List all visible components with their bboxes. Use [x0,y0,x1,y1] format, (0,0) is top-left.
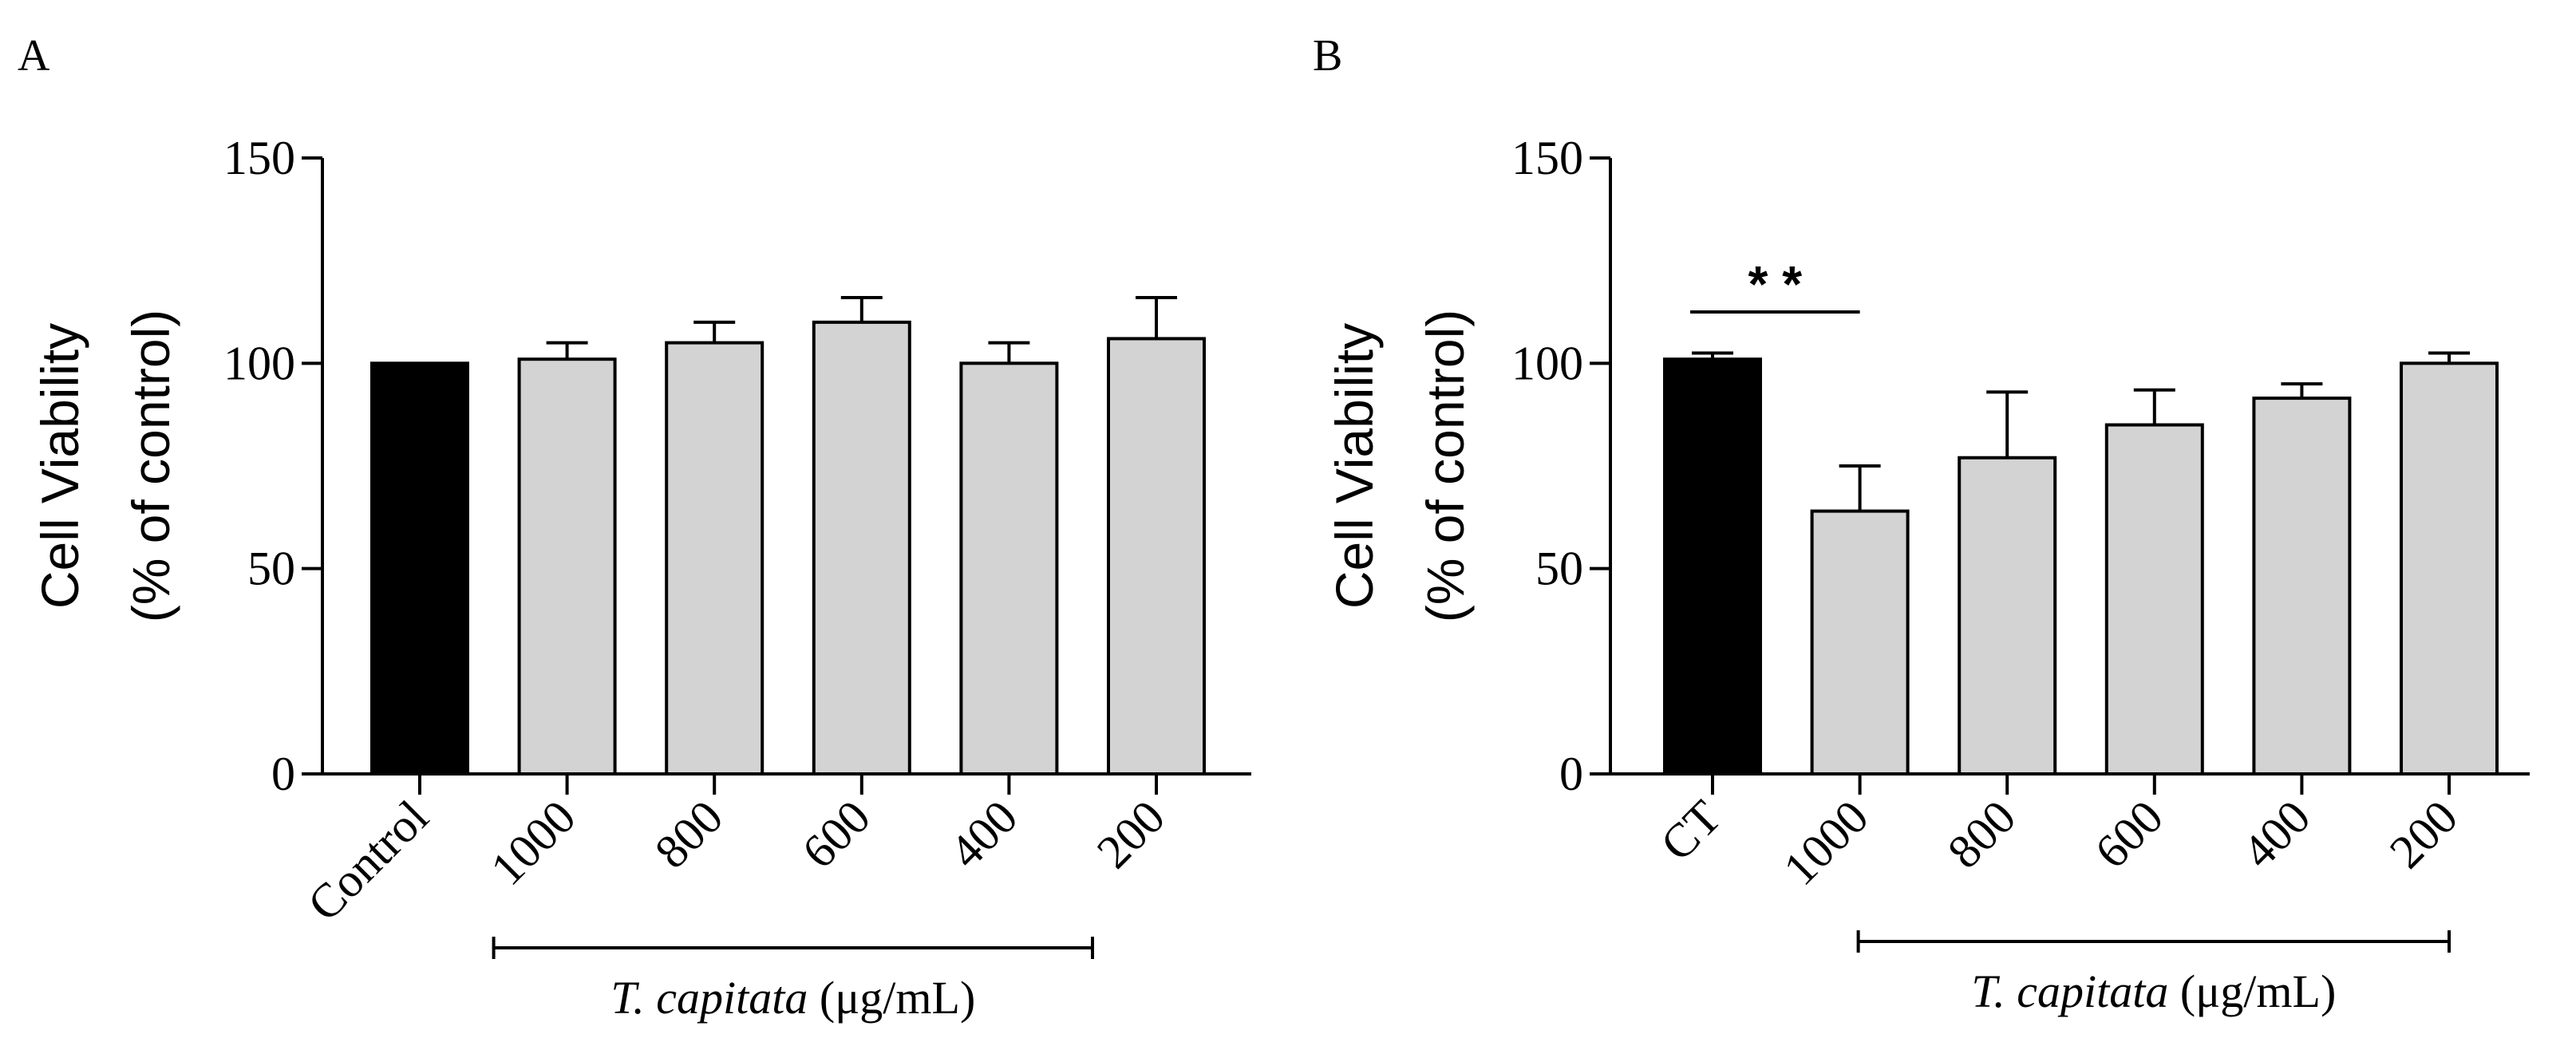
bar-800 [665,341,765,776]
significance-label: * * [1748,255,1803,313]
group-bracket-label-unit: (μg/mL) [2168,965,2336,1017]
panel-letter: A [18,31,50,81]
bar-600 [812,320,911,776]
panel-letter: B [1313,31,1342,81]
y-tick-label: 50 [1535,543,1583,595]
y-axis-subtitle: (% of control) [1416,310,1475,622]
y-tick-label: 100 [1511,337,1583,389]
bar-control [370,361,469,776]
x-tick-label: 400 [2232,791,2320,878]
x-tick-label: Control [298,791,438,931]
bar-200 [1107,337,1206,776]
x-tick-label: 1000 [480,791,586,896]
y-axis-title: Cell Viability [30,323,89,609]
x-tick-label: 600 [792,791,880,878]
x-tick-label: 600 [2085,791,2173,878]
y-axis-title: Cell Viability [1325,323,1384,609]
bar-1000 [1810,509,1910,776]
bar-600 [2104,423,2204,776]
y-tick-label: 50 [247,543,295,595]
bar-400 [2252,397,2352,776]
group-bracket-label-species: T. capitata [610,972,808,1024]
bar-1000 [517,357,617,776]
bar-200 [2400,361,2499,776]
group-bracket-label-species: T. capitata [1971,965,2168,1017]
y-tick-label: 150 [1511,132,1583,184]
panel-b: B 0 50 100 150 Cell Viability (% of control) CT… [1313,31,2530,1017]
x-tick-label: 1000 [1773,791,1879,896]
y-tick-label: 0 [1559,748,1583,800]
x-tick-label: 200 [1087,791,1175,878]
panel-a: A 0 50 100 150 Cell Viability (% of control) Co… [18,31,1251,1024]
group-bracket-label-unit: (μg/mL) [808,972,975,1024]
x-tick-label: 800 [1938,791,2025,878]
y-tick-label: 0 [271,748,295,800]
y-tick-label: 150 [223,132,295,184]
bar-800 [1958,456,2057,776]
group-bracket-label: T. capitata (μg/mL) [1971,965,2336,1017]
x-tick-label: 800 [645,791,733,878]
bar-400 [959,361,1059,776]
bar-ct [1663,357,1762,776]
x-tick-label: 400 [939,791,1027,878]
x-tick-label: CT [1650,791,1731,871]
x-tick-label: 200 [2380,791,2467,878]
y-axis-subtitle: (% of control) [121,310,180,622]
y-tick-label: 100 [223,337,295,389]
group-bracket-label: T. capitata (μg/mL) [610,972,975,1024]
